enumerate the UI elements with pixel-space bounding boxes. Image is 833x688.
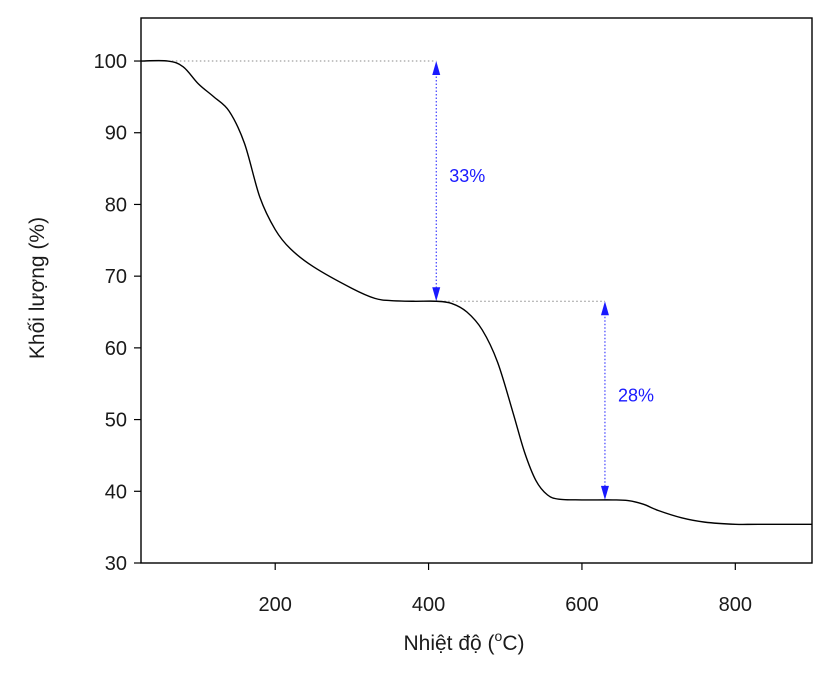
mass-loss-curve: [140, 59, 812, 526]
y-axis-ticks: 30 40 50 60 70 80 90 100: [94, 51, 141, 575]
y-tick-label: 30: [105, 553, 127, 575]
y-tick-label: 60: [105, 338, 127, 360]
y-tick-label: 50: [105, 410, 127, 432]
x-tick-label: 200: [259, 594, 292, 616]
y-tick-label: 80: [105, 194, 127, 216]
annotation-label: 33%: [449, 166, 485, 186]
annotations: 33% 28%: [167, 60, 654, 500]
annotation-label: 28%: [618, 386, 654, 406]
y-tick-label: 70: [105, 266, 127, 288]
arrow-head-down: [432, 287, 441, 302]
x-tick-label: 600: [565, 594, 598, 616]
arrow-head-up: [600, 301, 609, 316]
arrow-head-down: [600, 485, 609, 500]
x-axis-label: Nhiệt độ (oC): [403, 628, 524, 655]
arrow-head-up: [432, 61, 441, 76]
plot-frame: [140, 17, 813, 564]
x-tick-label: 400: [412, 594, 445, 616]
y-tick-label: 100: [94, 51, 127, 73]
y-tick-label: 90: [105, 123, 127, 145]
y-axis-label: Khối lượng (%): [26, 217, 49, 359]
x-tick-label: 800: [719, 594, 752, 616]
y-tick-label: 40: [105, 481, 127, 503]
x-axis-ticks: 200 400 600 800: [259, 563, 752, 616]
